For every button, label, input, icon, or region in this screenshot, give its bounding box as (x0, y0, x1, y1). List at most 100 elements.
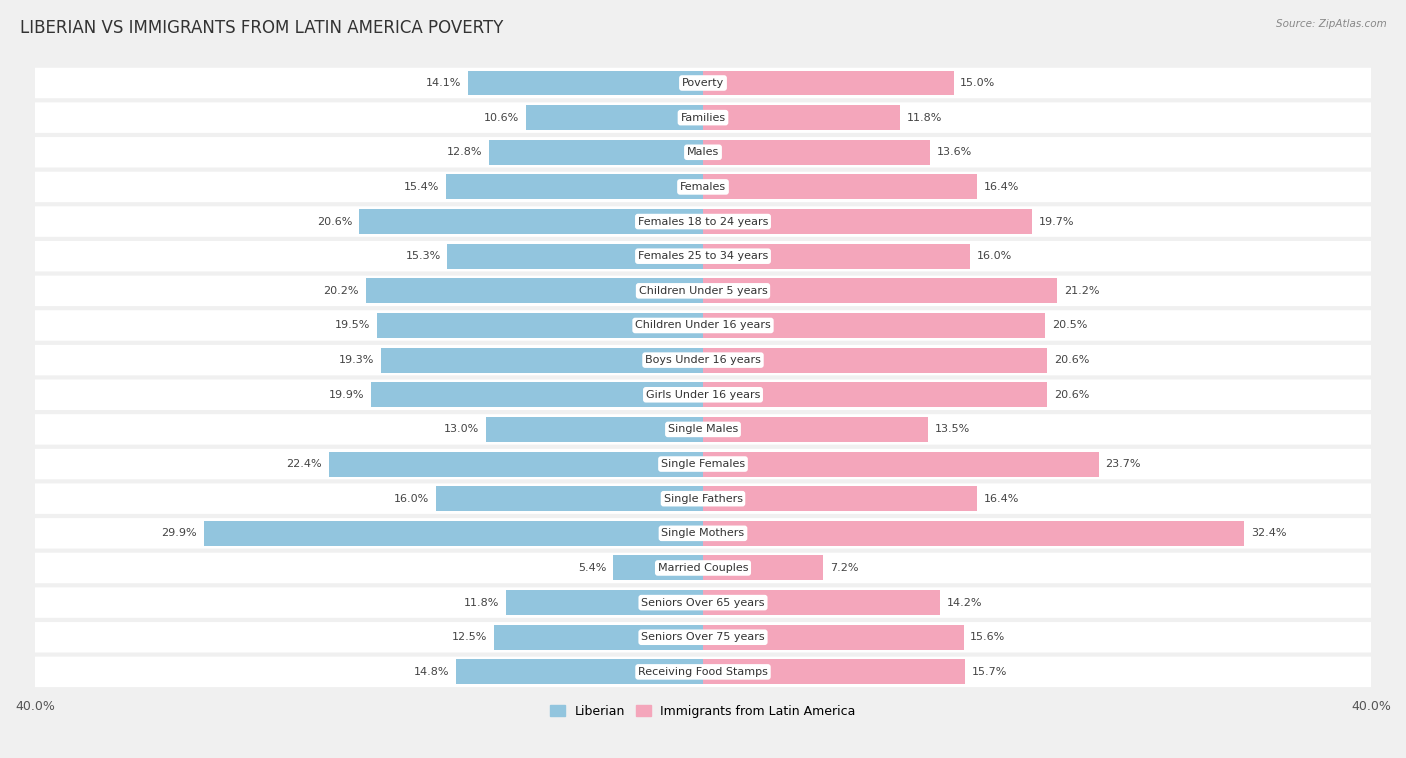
Text: 20.2%: 20.2% (323, 286, 359, 296)
Text: 20.5%: 20.5% (1052, 321, 1087, 330)
Bar (703, 659, 965, 684)
Bar (468, 70, 703, 96)
Text: 7.2%: 7.2% (830, 563, 859, 573)
Bar (703, 348, 1047, 373)
Text: 14.2%: 14.2% (946, 597, 983, 608)
Text: 29.9%: 29.9% (162, 528, 197, 538)
Text: 13.5%: 13.5% (935, 424, 970, 434)
Bar (703, 382, 1047, 407)
Text: 13.0%: 13.0% (444, 424, 479, 434)
Bar (204, 521, 703, 546)
Bar (703, 244, 970, 268)
Bar (446, 174, 703, 199)
FancyBboxPatch shape (35, 102, 1371, 133)
Text: Seniors Over 65 years: Seniors Over 65 years (641, 597, 765, 608)
Bar (506, 590, 703, 615)
Text: Single Fathers: Single Fathers (664, 493, 742, 503)
Text: Boys Under 16 years: Boys Under 16 years (645, 356, 761, 365)
Bar (436, 486, 703, 511)
Text: Children Under 16 years: Children Under 16 years (636, 321, 770, 330)
FancyBboxPatch shape (35, 380, 1371, 410)
Text: 32.4%: 32.4% (1251, 528, 1286, 538)
Text: 21.2%: 21.2% (1064, 286, 1099, 296)
Bar (703, 105, 900, 130)
FancyBboxPatch shape (35, 449, 1371, 479)
FancyBboxPatch shape (35, 171, 1371, 202)
Bar (456, 659, 703, 684)
Text: 16.4%: 16.4% (984, 182, 1019, 192)
Text: 23.7%: 23.7% (1105, 459, 1142, 469)
Text: 20.6%: 20.6% (316, 217, 353, 227)
FancyBboxPatch shape (35, 310, 1371, 341)
FancyBboxPatch shape (35, 587, 1371, 618)
FancyBboxPatch shape (35, 414, 1371, 445)
Text: 12.8%: 12.8% (447, 147, 482, 157)
Text: Single Mothers: Single Mothers (661, 528, 745, 538)
Text: Poverty: Poverty (682, 78, 724, 88)
Text: 19.9%: 19.9% (329, 390, 364, 399)
Bar (526, 105, 703, 130)
Text: 5.4%: 5.4% (578, 563, 606, 573)
FancyBboxPatch shape (35, 622, 1371, 653)
Text: 22.4%: 22.4% (287, 459, 322, 469)
Bar (703, 209, 1032, 234)
Text: 13.6%: 13.6% (936, 147, 972, 157)
Bar (703, 625, 963, 650)
Bar (371, 382, 703, 407)
Text: 16.0%: 16.0% (977, 251, 1012, 262)
Text: Families: Families (681, 113, 725, 123)
Bar (381, 348, 703, 373)
Text: Children Under 5 years: Children Under 5 years (638, 286, 768, 296)
Text: Seniors Over 75 years: Seniors Over 75 years (641, 632, 765, 642)
FancyBboxPatch shape (35, 241, 1371, 271)
Text: Females 25 to 34 years: Females 25 to 34 years (638, 251, 768, 262)
FancyBboxPatch shape (35, 484, 1371, 514)
FancyBboxPatch shape (35, 656, 1371, 688)
Text: 16.0%: 16.0% (394, 493, 429, 503)
Text: 19.7%: 19.7% (1039, 217, 1074, 227)
Text: 19.5%: 19.5% (335, 321, 371, 330)
Bar (489, 139, 703, 164)
Text: 19.3%: 19.3% (339, 356, 374, 365)
FancyBboxPatch shape (35, 518, 1371, 549)
FancyBboxPatch shape (35, 206, 1371, 236)
Text: 11.8%: 11.8% (907, 113, 942, 123)
Text: 15.6%: 15.6% (970, 632, 1005, 642)
Bar (703, 452, 1099, 477)
Bar (703, 313, 1046, 338)
Text: 16.4%: 16.4% (984, 493, 1019, 503)
Bar (703, 70, 953, 96)
Text: 20.6%: 20.6% (1053, 390, 1090, 399)
Text: 10.6%: 10.6% (484, 113, 519, 123)
Bar (613, 556, 703, 581)
Text: 11.8%: 11.8% (464, 597, 499, 608)
Bar (703, 174, 977, 199)
Legend: Liberian, Immigrants from Latin America: Liberian, Immigrants from Latin America (546, 700, 860, 723)
Bar (703, 278, 1057, 303)
Text: Married Couples: Married Couples (658, 563, 748, 573)
FancyBboxPatch shape (35, 553, 1371, 583)
Bar (703, 556, 824, 581)
Text: Girls Under 16 years: Girls Under 16 years (645, 390, 761, 399)
Text: Females: Females (681, 182, 725, 192)
Bar (447, 244, 703, 268)
Bar (366, 278, 703, 303)
Bar (703, 417, 928, 442)
Text: LIBERIAN VS IMMIGRANTS FROM LATIN AMERICA POVERTY: LIBERIAN VS IMMIGRANTS FROM LATIN AMERIC… (20, 19, 503, 37)
Text: Females 18 to 24 years: Females 18 to 24 years (638, 217, 768, 227)
FancyBboxPatch shape (35, 67, 1371, 99)
FancyBboxPatch shape (35, 276, 1371, 306)
Bar (495, 625, 703, 650)
Bar (703, 486, 977, 511)
Text: Males: Males (688, 147, 718, 157)
Text: Single Females: Single Females (661, 459, 745, 469)
Text: 15.0%: 15.0% (960, 78, 995, 88)
Text: Source: ZipAtlas.com: Source: ZipAtlas.com (1275, 19, 1386, 29)
Bar (329, 452, 703, 477)
FancyBboxPatch shape (35, 345, 1371, 375)
Text: 12.5%: 12.5% (453, 632, 488, 642)
Bar (359, 209, 703, 234)
Text: 15.4%: 15.4% (404, 182, 439, 192)
Text: 20.6%: 20.6% (1053, 356, 1090, 365)
Bar (486, 417, 703, 442)
